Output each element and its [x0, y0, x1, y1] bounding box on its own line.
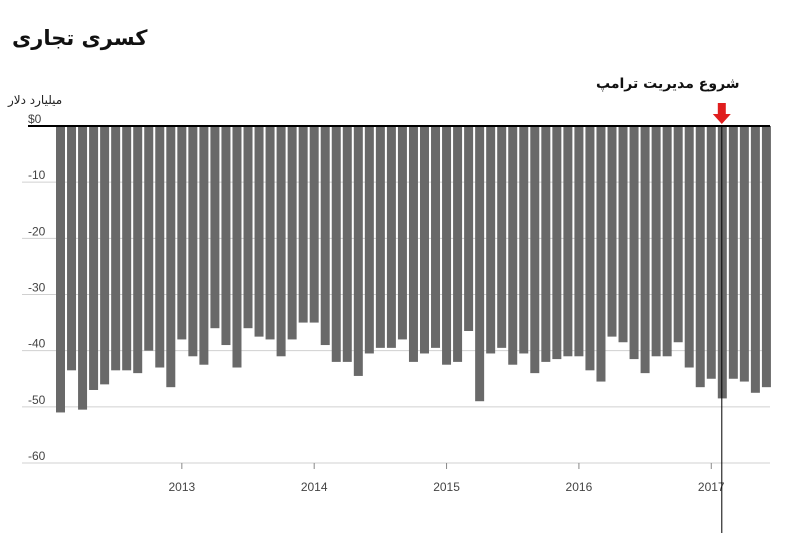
bar: [408, 126, 418, 362]
bar: [89, 126, 99, 390]
bar: [706, 126, 716, 379]
bar: [166, 126, 176, 388]
bar: [100, 126, 110, 385]
bar: [155, 126, 165, 368]
bar: [761, 126, 771, 388]
bar: [552, 126, 562, 360]
y-tick-label: -10: [28, 168, 46, 182]
bar: [651, 126, 661, 357]
bar: [397, 126, 407, 340]
y-tick-label: $0: [28, 112, 42, 126]
bar: [386, 126, 396, 348]
bar: [111, 126, 121, 371]
bar: [541, 126, 551, 362]
bar: [728, 126, 738, 379]
bar: [519, 126, 529, 354]
y-tick-label: -50: [28, 393, 46, 407]
bar: [78, 126, 88, 410]
bar: [662, 126, 672, 357]
bar: [320, 126, 330, 346]
bar: [133, 126, 143, 374]
red-arrow-icon: [712, 103, 731, 124]
bar: [585, 126, 595, 371]
bar: [739, 126, 749, 382]
bar: [607, 126, 617, 337]
annotation: [712, 103, 731, 533]
bar: [431, 126, 441, 348]
bar: [309, 126, 319, 323]
bar: [188, 126, 198, 357]
y-tick-label: -30: [28, 281, 46, 295]
x-tick-label: 2013: [168, 480, 195, 494]
bar: [596, 126, 606, 382]
bar: [342, 126, 352, 362]
bar: [232, 126, 242, 368]
x-tick-label: 2017: [698, 480, 725, 494]
bar: [629, 126, 639, 360]
bar: [695, 126, 705, 388]
x-tick-label: 2014: [301, 480, 328, 494]
bar: [122, 126, 132, 371]
bar: [497, 126, 507, 348]
bar: [221, 126, 231, 346]
bar: [453, 126, 463, 362]
bar: [419, 126, 429, 354]
bar: [254, 126, 264, 337]
bar: [673, 126, 683, 343]
y-axis: $0 -10 -20 -30 -40 -50 -60: [28, 112, 770, 463]
bar: [640, 126, 650, 374]
annotation-label: شروع مدیریت ترامپ: [596, 76, 740, 92]
bar: [287, 126, 297, 340]
bar: [750, 126, 760, 393]
y-tick-label: -40: [28, 337, 46, 351]
y-tick-label: -20: [28, 224, 46, 238]
chart-title: کسری تجاری: [12, 26, 148, 50]
bar: [331, 126, 341, 362]
x-tick-label: 2015: [433, 480, 460, 494]
y-tick-label: -60: [28, 449, 46, 463]
bar: [442, 126, 452, 365]
bar: [210, 126, 220, 329]
bar: [563, 126, 573, 357]
bar: [353, 126, 363, 376]
bar: [177, 126, 187, 340]
bar: [56, 126, 65, 413]
bar: [364, 126, 374, 354]
bar: [508, 126, 518, 365]
bar: [67, 126, 77, 371]
bar: [375, 126, 385, 348]
bar: [486, 126, 496, 354]
bar: [243, 126, 253, 329]
bar: [276, 126, 286, 357]
bar: [530, 126, 540, 374]
bar: [144, 126, 154, 351]
y-axis-label: میلیارد دلار: [8, 93, 63, 107]
bar: [684, 126, 694, 368]
x-tick-label: 2016: [566, 480, 593, 494]
bar: [475, 126, 485, 402]
bar: [298, 126, 308, 323]
bars: [56, 126, 771, 413]
bar: [265, 126, 275, 340]
bar: [574, 126, 584, 357]
bar: [199, 126, 209, 365]
bar: [618, 126, 628, 343]
bar: [464, 126, 474, 332]
x-axis: 2013 2014 2015 2016 2017: [168, 463, 725, 494]
